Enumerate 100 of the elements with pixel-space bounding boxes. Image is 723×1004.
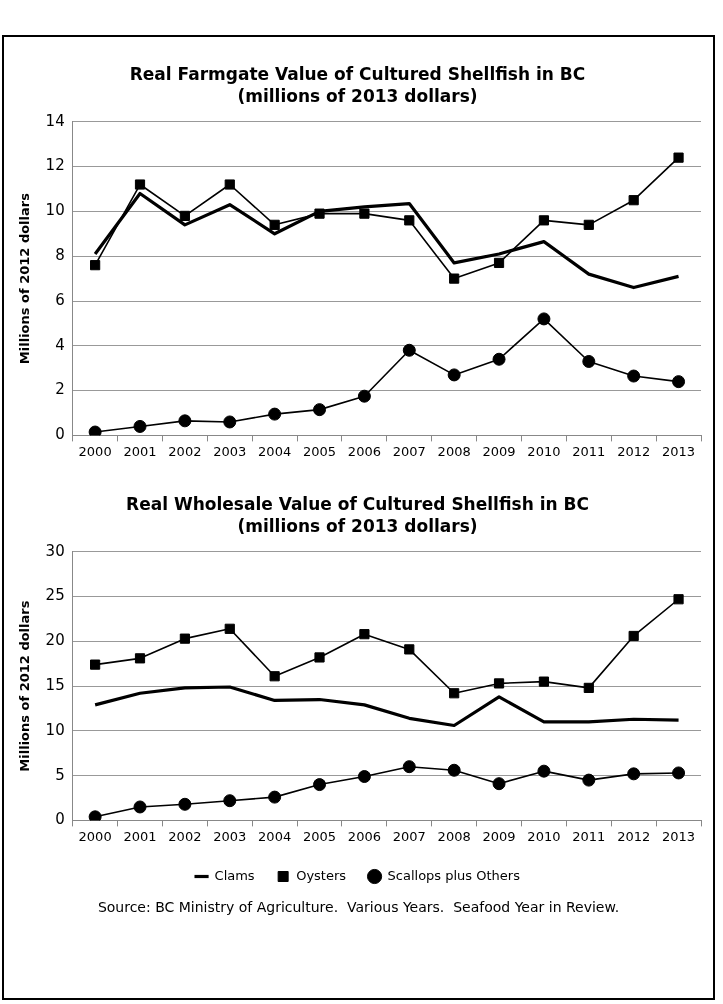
- chart-subtitle: (millions of 2013 dollars): [237, 86, 478, 107]
- point: [447, 763, 461, 777]
- x-tick-label: 2002: [168, 443, 202, 459]
- x-tick-label: 2006: [347, 828, 381, 844]
- x-tick-label: 2010: [527, 828, 561, 844]
- point: [133, 419, 147, 433]
- point: [583, 219, 594, 230]
- point: [134, 179, 146, 190]
- y-tick-label: 14: [45, 111, 65, 130]
- point: [672, 375, 686, 389]
- x-tick-label: 2002: [168, 828, 202, 844]
- point: [134, 653, 146, 664]
- point: [88, 810, 102, 821]
- point: [178, 414, 192, 428]
- point: [313, 778, 327, 792]
- x-tick-label: 2011: [572, 443, 606, 459]
- y-tick-label: 6: [55, 290, 65, 309]
- chart-subtitle: (millions of 2013 dollars): [237, 516, 478, 537]
- chart-title: Real Farmgate Value of Cultured Shellfish in BC: [129, 63, 586, 84]
- x-tick-label: 2005: [302, 828, 337, 844]
- x-tick-label: 2008: [437, 443, 471, 459]
- y-tick-label: 10: [45, 201, 65, 220]
- x-tick-label: 2003: [213, 443, 247, 459]
- x-tick-label: 2013: [662, 828, 696, 844]
- point: [179, 210, 190, 221]
- point: [582, 354, 596, 368]
- y-tick-label: 2: [55, 380, 65, 399]
- point: [359, 208, 370, 219]
- point: [357, 389, 371, 403]
- x-tick-label: 2009: [482, 443, 516, 459]
- x-tick-label: 2009: [482, 828, 516, 844]
- y-axis-title: Millions of 2012 dollars: [17, 192, 33, 365]
- y-tick-label: 4: [55, 335, 65, 354]
- x-tick-label: 2003: [213, 828, 247, 844]
- x-tick-label: 2005: [302, 443, 337, 459]
- point: [538, 676, 550, 687]
- y-axis-title: Millions of 2012 dollars: [17, 600, 33, 772]
- y-tick-label: 0: [55, 425, 65, 444]
- point: [493, 678, 505, 689]
- point: [179, 633, 190, 644]
- point: [314, 652, 325, 663]
- x-tick-label: 2012: [617, 828, 651, 844]
- x-tick-label: 2000: [78, 828, 112, 844]
- point: [493, 257, 505, 269]
- point: [223, 415, 237, 429]
- point: [447, 368, 461, 382]
- x-tick-label: 2011: [572, 828, 606, 844]
- x-tick-label: 2008: [437, 828, 471, 844]
- point: [402, 760, 416, 774]
- y-tick-label: 20: [45, 631, 65, 650]
- point: [628, 630, 639, 642]
- legend-label: Oysters: [296, 867, 347, 883]
- point: [178, 797, 192, 811]
- point: [628, 195, 639, 206]
- point: [268, 790, 282, 804]
- chart-title: Real Wholesale Value of Cultured Shellfish in BC: [126, 493, 589, 514]
- x-tick-label: 2001: [123, 443, 157, 459]
- y-tick-label: 15: [45, 675, 65, 694]
- x-tick-label: 2004: [258, 828, 292, 844]
- y-tick-label: 25: [45, 586, 65, 605]
- point: [404, 644, 415, 655]
- y-tick-label: 8: [55, 246, 65, 265]
- point: [583, 682, 594, 693]
- point: [627, 369, 641, 383]
- x-tick-label: 2007: [392, 443, 426, 459]
- y-tick-label: 12: [45, 156, 65, 175]
- x-tick-label: 2013: [662, 443, 696, 459]
- point: [224, 179, 235, 190]
- point: [673, 152, 684, 163]
- x-tick-label: 2012: [617, 443, 651, 459]
- point: [90, 659, 101, 670]
- point: [88, 425, 102, 436]
- point: [359, 629, 370, 640]
- point: [537, 764, 551, 778]
- point: [313, 403, 327, 417]
- point: [537, 312, 551, 326]
- y-tick-label: 30: [45, 541, 65, 560]
- point: [673, 594, 684, 605]
- x-tick-label: 2000: [78, 443, 112, 459]
- y-tick-label: 10: [45, 720, 65, 739]
- point: [492, 777, 506, 791]
- point: [492, 352, 506, 366]
- point: [90, 260, 101, 271]
- point: [404, 215, 415, 226]
- legend-label: Clams: [214, 867, 255, 883]
- y-tick-label: 0: [55, 810, 65, 829]
- x-tick-label: 2004: [258, 443, 292, 459]
- point: [357, 770, 371, 784]
- point: [449, 273, 460, 284]
- point: [402, 343, 416, 357]
- point: [582, 773, 596, 787]
- y-tick-label: 5: [55, 765, 65, 784]
- point: [269, 671, 280, 682]
- x-tick-label: 2006: [347, 443, 381, 459]
- x-tick-label: 2001: [123, 828, 157, 844]
- point: [627, 767, 641, 781]
- point: [269, 219, 280, 230]
- x-tick-label: 2007: [392, 828, 426, 844]
- point: [672, 766, 686, 780]
- point: [449, 688, 460, 699]
